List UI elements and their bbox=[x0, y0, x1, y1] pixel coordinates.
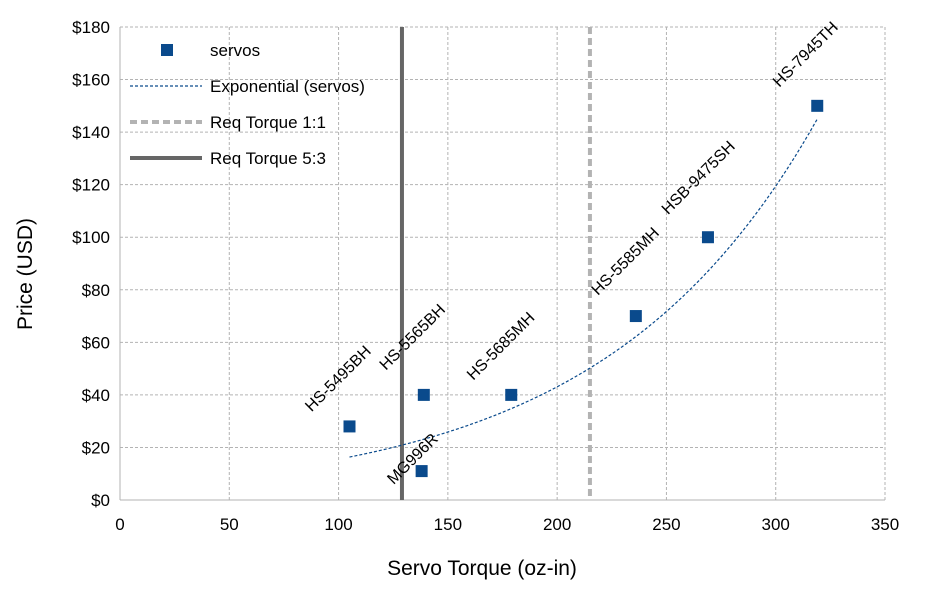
x-tick-label: 300 bbox=[762, 515, 790, 534]
legend-reference-line-2-label: Req Torque 5:3 bbox=[210, 149, 326, 168]
y-tick-label: $120 bbox=[72, 176, 110, 195]
legend-trendline-label: Exponential (servos) bbox=[210, 77, 365, 96]
legend: servos Exponential (servos) Req Torque 1:1… bbox=[130, 41, 365, 168]
y-tick-label: $160 bbox=[72, 71, 110, 90]
axes: 0 50 100 150 200 250 300 350 $0 $20 $40 $60 $80 $100 $… bbox=[72, 18, 899, 534]
point-label-mg996r: MG996R bbox=[384, 431, 441, 488]
x-axis-title: Servo Torque (oz-in) bbox=[387, 557, 577, 580]
grid bbox=[120, 26, 886, 500]
data-point-hs-5585mh bbox=[629, 310, 642, 323]
y-tick-label: $180 bbox=[72, 18, 110, 37]
data-point-hsb-9475sh bbox=[701, 231, 714, 244]
y-tick-label: $80 bbox=[82, 281, 110, 300]
legend-servos-label: servos bbox=[210, 41, 260, 60]
y-tick-label: $100 bbox=[72, 228, 110, 247]
data-point-hs-5685mh bbox=[505, 388, 518, 401]
x-tick-label: 50 bbox=[220, 515, 239, 534]
exponential-trendline bbox=[349, 118, 818, 458]
y-tick-label: $40 bbox=[82, 386, 110, 405]
x-tick-label: 150 bbox=[434, 515, 462, 534]
point-label-hsb-9475sh: HSB-9475SH bbox=[659, 138, 739, 218]
y-tick-label: $60 bbox=[82, 333, 110, 352]
y-tick-label: $0 bbox=[91, 491, 110, 510]
reference-lines bbox=[399, 27, 592, 500]
x-tick-label: 100 bbox=[324, 515, 352, 534]
data-point-hs-7945th bbox=[811, 99, 824, 112]
point-label-hs-5565bh: HS-5565BH bbox=[377, 301, 449, 373]
point-label-hs-5685mh: HS-5685MH bbox=[464, 309, 538, 383]
x-tick-label: 200 bbox=[543, 515, 571, 534]
legend-reference-line-1-label: Req Torque 1:1 bbox=[210, 113, 326, 132]
x-tick-label: 0 bbox=[115, 515, 124, 534]
trendline-layer bbox=[349, 118, 818, 458]
y-axis-title: Price (USD) bbox=[14, 218, 37, 330]
legend-servos-marker bbox=[161, 44, 173, 56]
x-tick-label: 250 bbox=[652, 515, 680, 534]
data-points bbox=[343, 99, 824, 478]
x-tick-label: 350 bbox=[871, 515, 899, 534]
data-point-hs-5495bh bbox=[343, 420, 356, 433]
y-tick-label: $140 bbox=[72, 123, 110, 142]
point-label-hs-5585mh: HS-5585MH bbox=[589, 225, 663, 299]
y-tick-label: $20 bbox=[82, 438, 110, 457]
data-point-mg996r bbox=[415, 465, 428, 478]
data-point-hs-5565bh bbox=[417, 388, 430, 401]
